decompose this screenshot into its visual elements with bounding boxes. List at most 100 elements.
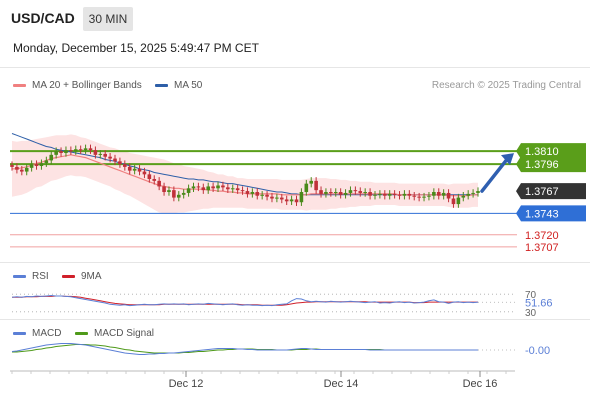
candle-body (260, 194, 264, 196)
candle-body (446, 192, 451, 199)
candle-body (471, 192, 475, 194)
price-tag-last-price (516, 183, 586, 200)
candle-body (378, 193, 382, 195)
candle-body (461, 195, 466, 198)
candle-body (49, 154, 54, 161)
candle-body (132, 168, 137, 171)
candle-body (417, 196, 421, 198)
candle-body (383, 193, 387, 196)
price-label-resistance-2: 1.3810 (525, 146, 559, 158)
rsi-ma-line (12, 295, 478, 306)
candle-body (113, 158, 117, 162)
candle-body (343, 192, 348, 195)
macd-swatch (13, 331, 26, 335)
candle-body (329, 192, 333, 194)
candle-body (456, 197, 461, 205)
candle-body (167, 190, 171, 193)
candle-body (368, 192, 372, 196)
price-label-pivot: 1.3743 (525, 208, 559, 220)
rsi-swatch (13, 274, 26, 278)
candle-body (39, 163, 44, 166)
candle-body (373, 194, 377, 196)
candle-body (407, 193, 412, 196)
candle-body (284, 199, 289, 202)
candle-body (240, 190, 245, 192)
rsi-last-value: 51.66 (525, 297, 553, 309)
macd-legend-label: MACD (32, 328, 62, 339)
candle-body (299, 192, 304, 203)
candle-body (83, 148, 88, 151)
candle-body (476, 191, 480, 193)
price-label-resistance-1: 1.3796 (525, 159, 559, 171)
candle-body (201, 187, 206, 191)
candle-body (54, 151, 58, 155)
candle-body (181, 192, 186, 195)
candle-body (353, 190, 358, 192)
candle-body (304, 183, 309, 193)
header-divider (0, 67, 590, 68)
candle-body (157, 180, 161, 187)
candle-body (245, 191, 250, 194)
candle-body (392, 193, 397, 195)
legend-ma20-bb: MA 20 + Bollinger Bands (13, 80, 142, 91)
candle-body (93, 150, 98, 155)
candle-body (314, 180, 318, 191)
macd-signal-swatch (75, 331, 88, 335)
legend-macd-signal: MACD Signal (75, 328, 154, 339)
candle-body (88, 148, 93, 151)
candle-body (137, 168, 142, 172)
candle-body (103, 153, 107, 157)
macd-divider (0, 319, 590, 320)
candle-body (387, 193, 392, 196)
candle-body (142, 171, 147, 175)
candle-body (265, 194, 269, 197)
candle-body (69, 150, 73, 152)
candle-body (118, 161, 122, 165)
candle-body (172, 190, 176, 198)
price-tag-resistance-2 (516, 143, 586, 160)
candle-body (422, 196, 426, 198)
macd-signal-legend-label: MACD Signal (94, 328, 155, 339)
candle-body (196, 186, 201, 188)
candle-body (34, 164, 39, 166)
x-axis-label: Dec 16 (463, 378, 498, 390)
rsi-legend-label: RSI (32, 271, 49, 282)
candle-body (275, 197, 279, 199)
candle-body (436, 192, 441, 196)
timeframe-button[interactable]: 30 MIN (83, 7, 133, 31)
candle-body (29, 164, 34, 168)
forecast-arrowhead (501, 153, 514, 166)
ma50-legend-label: MA 50 (174, 80, 203, 91)
candle-body (78, 149, 83, 151)
candle-body (108, 156, 112, 159)
candle-body (216, 185, 220, 189)
candle-body (451, 198, 456, 205)
legend-rsi-ma: 9MA (62, 271, 102, 282)
ma50-swatch (155, 83, 168, 87)
macd-line (11, 343, 478, 355)
candle-body (230, 188, 235, 190)
candle-body (309, 180, 314, 184)
candle-body (338, 192, 343, 195)
research-credit: Research © 2025 Trading Central (431, 80, 581, 91)
candle-body (289, 199, 294, 202)
candle-body (427, 195, 431, 197)
candle-body (333, 192, 338, 194)
candle-body (358, 191, 363, 193)
candle-body (363, 192, 367, 194)
rsi-ma-swatch (62, 274, 75, 278)
candle-body (206, 186, 211, 191)
price-label-support-1: 1.3720 (525, 230, 559, 242)
candle-body (73, 149, 78, 152)
candle-body (15, 166, 19, 170)
candle-body (162, 186, 166, 193)
candle-body (402, 193, 407, 196)
candle-body (127, 166, 132, 171)
candle-body (221, 185, 225, 188)
candle-body (348, 190, 353, 193)
x-axis-label: Dec 12 (169, 378, 204, 390)
rsi-line (11, 294, 479, 307)
rsi-tick-label: 30 (525, 308, 537, 319)
candle-body (250, 192, 255, 194)
